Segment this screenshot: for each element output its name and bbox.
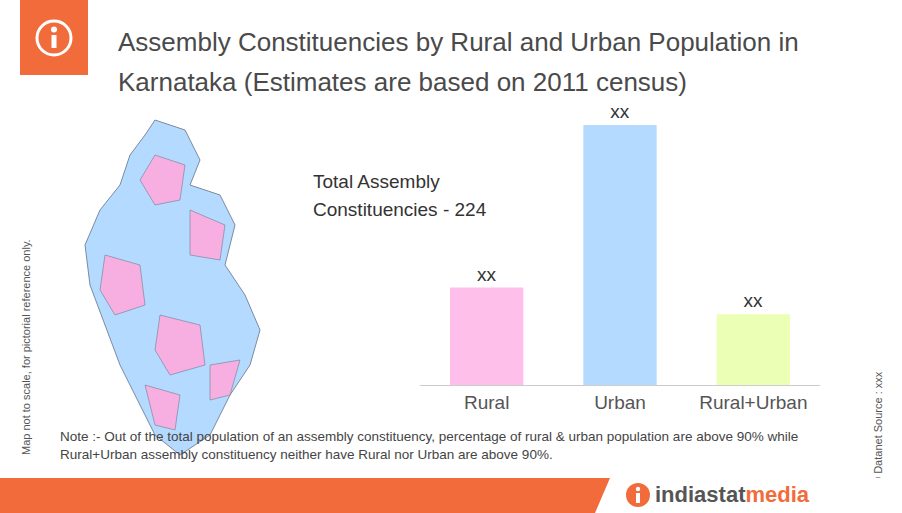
- svg-text:xx: xx: [477, 264, 497, 285]
- html-text:Assembly Constituencies by Rur: Assembly Constituencies by Rural and Urb…: [118, 27, 799, 97]
- html-text:© Datanet Source : xxx: © Datanet Source : xxx: [872, 371, 884, 485]
- html-text:indiastat media: indiastat media: [655, 482, 810, 507]
- html-text:Map not to scale, for pictoria: Map not to scale, for pictorial referenc…: [20, 239, 32, 455]
- svg-text:xx: xx: [610, 101, 630, 122]
- svg-text:xx: xx: [744, 290, 764, 311]
- svg-text:Rural: Rural: [464, 392, 509, 413]
- svg-text:Rural+Urban: Rural+Urban: [699, 392, 807, 413]
- html-text:Note :- Out of the total popul: Note :- Out of the total population of a…: [60, 429, 799, 462]
- html-text:Total Assembly Constituencies: Total Assembly Constituencies - 224: [313, 171, 487, 220]
- svg-text:Urban: Urban: [594, 392, 646, 413]
